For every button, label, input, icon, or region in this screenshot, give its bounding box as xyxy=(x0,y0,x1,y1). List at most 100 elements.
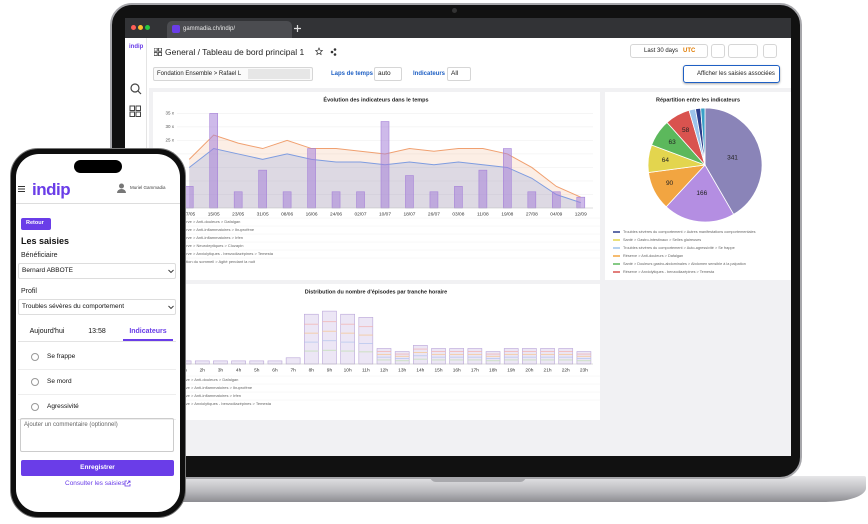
beneficiary[interactable]: Bernard ABBOTE xyxy=(22,267,73,274)
location-redacted xyxy=(248,69,310,79)
new-tab-icon xyxy=(294,25,301,32)
indicator-value: All xyxy=(451,70,459,77)
bar xyxy=(307,148,316,209)
legend-label: Réserve > Anxiolytiques - benzodiazépine… xyxy=(177,251,274,256)
x-tick-label: 20h xyxy=(525,367,533,373)
bar xyxy=(258,169,267,209)
legend-label: Santé > Douleurs gastro-abdominales > Ab… xyxy=(623,262,746,266)
legend-label: Réserve > Anti-inflammatoires > Ibuprofè… xyxy=(177,227,255,232)
bar xyxy=(213,360,228,365)
y-tick-label: 30 x xyxy=(165,124,174,129)
radio[interactable] xyxy=(31,378,39,386)
tab[interactable]: 13:58 xyxy=(88,328,106,335)
time-value: auto xyxy=(378,70,391,77)
bar xyxy=(231,360,246,365)
search-icon xyxy=(130,83,140,93)
x-tick-label: 16h xyxy=(453,367,461,373)
phone-notch xyxy=(74,160,122,173)
panel-title: Évolution des indicateurs dans le temps xyxy=(323,95,428,103)
time-select[interactable] xyxy=(374,67,402,81)
user-icon xyxy=(117,183,126,193)
back-label[interactable]: Retour xyxy=(26,220,44,226)
bar xyxy=(413,345,428,365)
indicator-label[interactable]: Se frappe xyxy=(47,353,76,360)
bar xyxy=(304,313,319,365)
grid-cell xyxy=(158,52,162,56)
legend-label: Santé > Gastro-intestinaux > Selles glai… xyxy=(623,238,701,242)
x-tick-label: 10/07 xyxy=(379,211,391,217)
external-box xyxy=(124,480,131,487)
x-tick-label: 11h xyxy=(362,367,370,373)
grid-cell xyxy=(154,52,158,56)
legend-label: Réserve > Anti-inflammatoires > Irfen xyxy=(175,393,241,398)
external-icon xyxy=(124,480,131,487)
x-tick-label: 2h xyxy=(200,367,206,373)
associated-label[interactable]: Afficher les saisies associées xyxy=(697,71,775,77)
indicator-label[interactable]: Agressivité xyxy=(47,403,79,410)
x-tick-label: 16/06 xyxy=(306,211,318,217)
tv-button[interactable] xyxy=(763,44,777,58)
grid-cell xyxy=(158,48,162,52)
profile-select[interactable] xyxy=(18,299,176,315)
x-tick-label: 17h xyxy=(471,367,479,373)
panel xyxy=(153,92,600,280)
refresh-button[interactable] xyxy=(728,44,758,58)
x-tick-label: 18h xyxy=(489,367,497,373)
x-tick-label: 26/07 xyxy=(428,211,440,217)
bar xyxy=(322,310,337,365)
time-range[interactable]: Last 30 days xyxy=(644,48,679,54)
bar xyxy=(558,348,574,365)
x-tick-label: 22h xyxy=(562,367,570,373)
x-tick-label: 23/05 xyxy=(232,211,244,217)
chevrons xyxy=(168,269,174,310)
associated-button[interactable] xyxy=(683,65,780,83)
x-tick-label: 24/06 xyxy=(330,211,342,217)
zoom-button[interactable] xyxy=(711,44,725,58)
bar xyxy=(522,348,537,365)
pie-slice xyxy=(704,107,763,215)
window-dot xyxy=(145,25,150,30)
comment-placeholder: Ajouter un commentaire (optionnel) xyxy=(24,422,118,428)
bar xyxy=(527,191,537,209)
sidebar-icons xyxy=(129,83,142,117)
comment-box[interactable] xyxy=(20,418,174,452)
back-button[interactable] xyxy=(21,218,51,230)
x-tick-label: 08/06 xyxy=(281,211,293,217)
x-tick-label: 4h xyxy=(236,367,242,373)
indicator-label[interactable]: Se mord xyxy=(47,378,72,385)
grid-icon xyxy=(135,105,141,111)
time-label: Laps de temps xyxy=(331,71,374,77)
radio[interactable] xyxy=(31,353,39,361)
bar xyxy=(405,175,414,209)
x-tick-label: 5h xyxy=(254,367,260,373)
bar xyxy=(467,348,483,365)
bar xyxy=(503,348,519,365)
x-tick-label: 13h xyxy=(398,367,406,373)
laptop-notch xyxy=(430,476,526,482)
beneficiary-select[interactable] xyxy=(18,263,176,279)
x-tick-label: 07/05 xyxy=(183,211,195,217)
profile-label: Profil xyxy=(21,288,37,295)
phone-screen xyxy=(16,154,180,512)
user-head xyxy=(119,183,124,189)
save-label[interactable]: Enregistrer xyxy=(80,464,115,471)
tab[interactable]: Indicateurs xyxy=(129,328,167,335)
header-actions xyxy=(315,47,337,56)
profile[interactable]: Troubles sévères du comportement xyxy=(22,303,125,310)
x-tick-label: 31/05 xyxy=(257,211,269,217)
browser-tab xyxy=(167,21,292,38)
timezone[interactable]: UTC xyxy=(683,48,696,54)
pie-chart: Répartition entre les indicateurs 341 166 9… xyxy=(613,97,763,274)
tab[interactable]: Aujourd'hui xyxy=(29,328,65,335)
indicator-select[interactable] xyxy=(447,67,471,81)
page-title: Les saisies xyxy=(21,236,70,246)
share-icon xyxy=(330,50,334,54)
consult-link[interactable]: Consulter les saisies xyxy=(65,480,125,487)
x-tick-label: 23h xyxy=(580,367,588,373)
bar xyxy=(331,191,341,209)
x-tick-label: 03/08 xyxy=(452,211,464,217)
save-button[interactable] xyxy=(21,460,174,476)
user-body xyxy=(117,189,126,193)
radio[interactable] xyxy=(31,403,39,411)
time-picker[interactable] xyxy=(630,44,708,58)
